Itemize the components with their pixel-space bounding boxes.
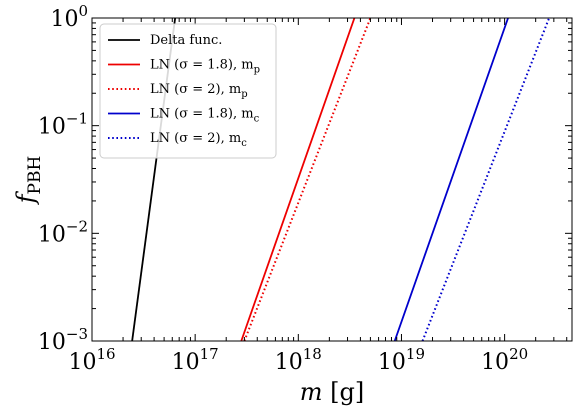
series-line-5 [421, 18, 551, 341]
y-tick-label: 10−3 [38, 325, 88, 355]
x-axis-label: m [g] [300, 378, 364, 406]
series-line-2 [240, 18, 356, 341]
y-axis-label: fPBH [12, 156, 45, 206]
y-tick-label: 10−1 [38, 110, 88, 140]
y-tick-label: 10−2 [38, 217, 88, 247]
series-line-3 [243, 18, 372, 341]
legend-label: LN (σ = 1.8), mp [150, 58, 260, 76]
plot-frame [91, 17, 573, 342]
legend-label: LN (σ = 2), mc [150, 131, 247, 149]
x-tick-label: 1018 [275, 345, 322, 375]
legend: Delta func. LN (σ = 1.8), mp LN (σ = 2), m… [99, 23, 277, 159]
ticks-layer [91, 17, 572, 342]
series-line-4 [393, 18, 509, 341]
legend-label: LN (σ = 1.8), mc [150, 107, 260, 125]
legend-label: LN (σ = 2), mp [150, 82, 248, 100]
axis-labels: 1016 1017 1018 1019 1020 10−3 10−2 10−1 100 m [g]… [12, 2, 528, 406]
x-tick-label: 1019 [378, 345, 425, 375]
x-tick-label: 1020 [481, 345, 528, 375]
legend-label: Delta func. [150, 33, 222, 48]
y-tick-label: 100 [50, 2, 88, 32]
x-tick-label: 1017 [172, 345, 219, 375]
x-tick-label: 1016 [68, 345, 115, 375]
legend-box [99, 23, 277, 159]
